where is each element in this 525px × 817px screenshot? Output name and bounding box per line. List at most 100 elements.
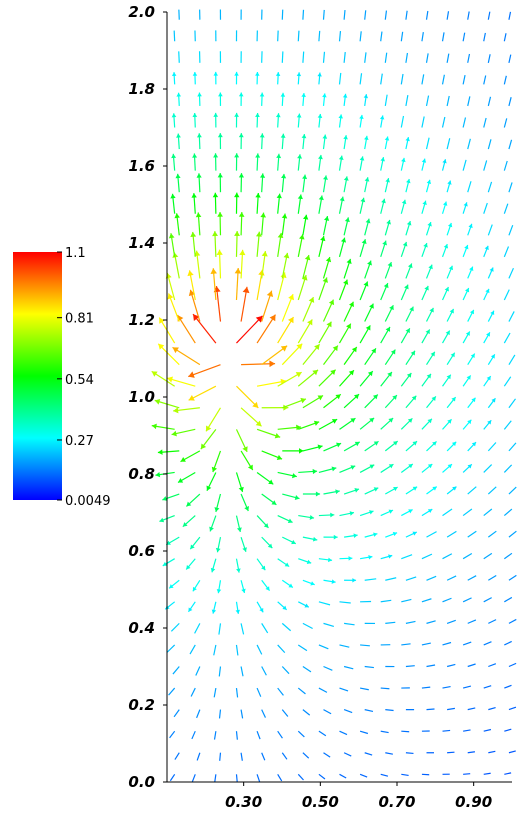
vector-arrow [421, 598, 432, 603]
vector-arrow [503, 376, 512, 387]
vector-arrow [318, 601, 331, 606]
vector-arrow [487, 353, 496, 365]
vector-arrow [172, 346, 201, 366]
vector-arrow [196, 709, 201, 719]
vector-arrow [318, 154, 323, 171]
vector-arrow [421, 553, 433, 560]
vector-arrow [380, 157, 385, 171]
vector-arrow [323, 393, 342, 409]
vector-arrow [426, 396, 437, 409]
vector-arrow [344, 622, 355, 626]
vector-arrow [400, 327, 411, 344]
vector-arrow [322, 175, 328, 193]
vector-arrow [261, 623, 269, 634]
vector-arrow [483, 32, 486, 42]
colorbar-tick-label: 0.81 [65, 312, 94, 327]
vector-arrow [238, 173, 245, 193]
vector-arrow [421, 74, 425, 85]
vector-arrow [256, 515, 269, 529]
vector-arrow [182, 515, 196, 528]
vector-arrow [322, 134, 328, 150]
vector-arrow [359, 687, 369, 691]
vector-arrow [503, 552, 513, 560]
vector-arrow [483, 160, 488, 171]
vector-arrow [185, 493, 201, 507]
vector-arrow [298, 558, 312, 565]
vector-arrow [442, 685, 451, 689]
vector-arrow [277, 558, 290, 568]
vector-arrow [446, 352, 456, 365]
vector-arrow [483, 552, 493, 560]
vector-arrow [462, 159, 467, 171]
vector-arrow [462, 331, 471, 344]
vector-arrow [176, 92, 182, 106]
vector-arrow [216, 249, 223, 279]
vector-arrow [166, 376, 196, 387]
vector-arrow [380, 599, 392, 603]
y-tick-label: 0.6 [128, 542, 155, 560]
vector-arrow [318, 195, 324, 214]
vector-arrow [338, 237, 347, 258]
vector-arrow [298, 468, 318, 475]
vector-arrow [297, 234, 305, 257]
vector-arrow [173, 709, 180, 718]
vector-arrow [318, 730, 327, 737]
vector-arrow [421, 418, 433, 430]
vector-arrow [508, 530, 517, 538]
vector-arrow [467, 223, 473, 236]
vector-arrow [504, 772, 512, 775]
vector-arrow [218, 666, 222, 677]
vector-arrow [462, 463, 473, 473]
vector-arrow [483, 331, 491, 344]
vector-arrow [302, 214, 309, 236]
vector-arrow [298, 514, 315, 520]
vector-arrow [503, 160, 508, 171]
vector-arrow [339, 369, 355, 387]
x-tick-label: 0.70 [378, 793, 415, 811]
vector-arrow [446, 138, 451, 150]
vector-arrow [323, 752, 331, 758]
vector-arrow [359, 281, 369, 301]
vector-arrow [426, 351, 436, 365]
vector-arrow [302, 296, 315, 322]
vector-arrow [281, 752, 288, 760]
vector-arrow [260, 212, 266, 236]
vector-arrow [426, 575, 437, 581]
vector-arrow [240, 709, 244, 719]
vector-arrow [318, 466, 337, 474]
vector-arrow [385, 752, 393, 755]
vector-arrow [442, 641, 452, 646]
vector-arrow [380, 31, 383, 42]
vector-arrow [297, 644, 308, 652]
vector-arrow [339, 511, 355, 517]
vector-arrow [400, 241, 408, 258]
vector-arrow [421, 373, 432, 387]
vector-arrow [277, 424, 302, 431]
vector-arrow [364, 752, 373, 756]
vector-arrow [261, 666, 267, 676]
vector-arrow [508, 574, 517, 581]
y-tick-label: 1.8 [128, 80, 155, 98]
vector-arrow [405, 178, 411, 193]
vector-arrow [211, 450, 222, 473]
vector-arrow [169, 773, 176, 782]
vector-arrow [446, 575, 457, 581]
vector-arrow [297, 369, 319, 387]
vector-arrow [256, 428, 281, 439]
vector-arrow [256, 471, 274, 485]
vector-arrow [343, 393, 360, 409]
vector-arrow [255, 153, 261, 171]
vector-arrow [359, 31, 362, 42]
vector-arrow [467, 575, 477, 581]
vector-arrow [173, 407, 200, 414]
vector-arrow [298, 601, 310, 608]
vector-arrow [261, 250, 268, 279]
vector-arrow [487, 11, 491, 20]
vector-arrow [297, 319, 313, 344]
x-tick-label: 0.50 [302, 793, 339, 811]
vector-arrow [384, 304, 394, 322]
vector-arrow [405, 306, 414, 322]
vector-arrow [180, 450, 201, 463]
vector-arrow [359, 197, 366, 214]
vector-arrow [401, 554, 413, 560]
